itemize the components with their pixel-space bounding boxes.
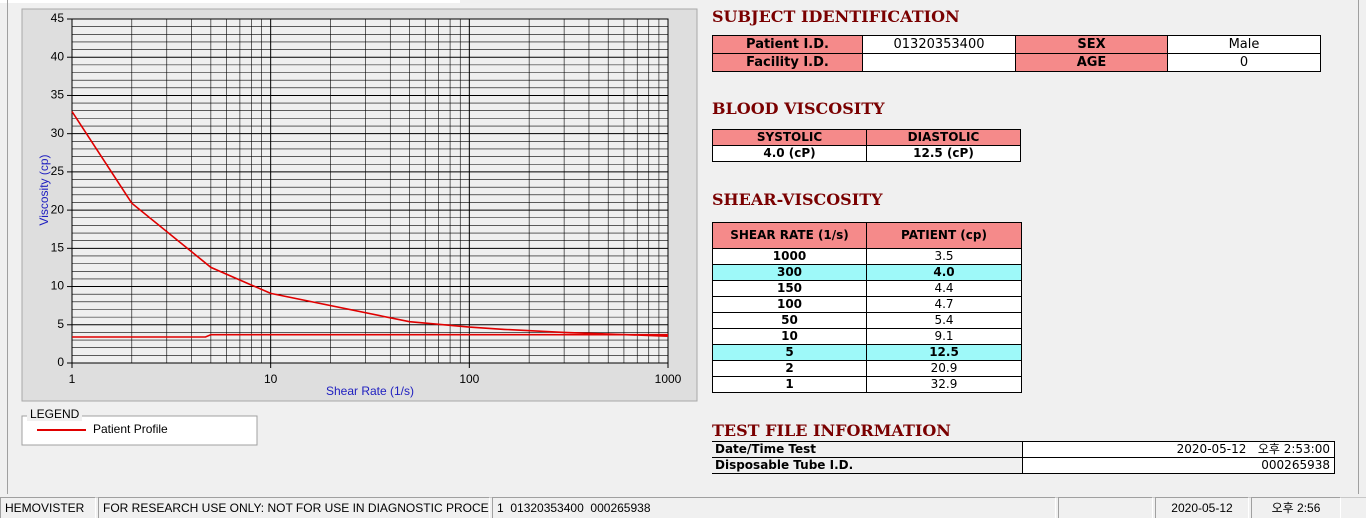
info-label: Date/Time Test [712, 441, 1023, 458]
patient-value: 4.7 [866, 296, 1022, 313]
y-tick-label: 20 [51, 202, 65, 216]
table-header: SYSTOLIC [712, 129, 867, 146]
patient-value: 12.5 [866, 344, 1022, 361]
patient-value: 9.1 [866, 328, 1022, 345]
top-strip [0, 0, 460, 3]
right-border [1358, 0, 1359, 494]
y-axis-label: Viscosity (cp) [37, 154, 51, 225]
patient-value: 32.9 [866, 376, 1022, 393]
shear-rate: 100 [712, 296, 867, 313]
legend-label: Patient Profile [93, 422, 168, 436]
shear-rate: 50 [712, 312, 867, 329]
y-tick-label: 35 [51, 88, 65, 102]
y-tick-label: 45 [51, 11, 65, 25]
patient-value: 5.4 [866, 312, 1022, 329]
y-tick-label: 5 [57, 317, 64, 331]
viscosity-value: 4.0 (cP) [712, 145, 867, 162]
info-label: Disposable Tube I.D. [712, 457, 1023, 474]
section-title: SUBJECT IDENTIFICATION [712, 7, 960, 26]
info-value: 000265938 [1022, 457, 1335, 474]
shear-rate: 10 [712, 328, 867, 345]
subject-value: Male [1167, 35, 1321, 54]
patient-value: 4.0 [866, 264, 1022, 281]
y-tick-label: 0 [57, 355, 64, 369]
table-header: DIASTOLIC [866, 129, 1021, 146]
subject-label: SEX [1015, 35, 1168, 54]
y-tick-label: 30 [51, 126, 65, 140]
y-tick-label: 40 [51, 49, 65, 63]
shear-rate: 5 [712, 344, 867, 361]
subject-label: AGE [1015, 53, 1168, 72]
y-tick-label: 15 [51, 241, 65, 255]
table-header: SHEAR RATE (1/s) [712, 222, 867, 249]
series-line [72, 333, 668, 338]
shear-rate: 2 [712, 360, 867, 377]
table-header: PATIENT (cp) [866, 222, 1022, 249]
plot-border [71, 18, 669, 364]
subject-label: Patient I.D. [712, 35, 863, 54]
status-field: FOR RESEARCH USE ONLY: NOT FOR USE IN DI… [98, 497, 490, 518]
subject-value [862, 53, 1016, 72]
x-tick-label: 100 [459, 372, 479, 386]
section-title: SHEAR-VISCOSITY [712, 190, 883, 209]
subject-value: 0 [1167, 53, 1321, 72]
status-field: HEMOVISTER [0, 497, 96, 518]
status-field: 1 01320353400 000265938 [492, 497, 1056, 518]
chart: 0 5 10 15 20 25 30 35 40 45 1 10 100 1000 Shear Rate (… [21, 8, 698, 446]
y-tick-label: 10 [51, 279, 65, 293]
x-tick-label: 10 [264, 372, 278, 386]
legend-title-bg [27, 409, 82, 421]
status-field: 2020-05-12 [1155, 497, 1249, 518]
patient-value: 4.4 [866, 280, 1022, 297]
plot-area [72, 19, 668, 363]
subject-value: 01320353400 [862, 35, 1016, 54]
x-tick-label: 1000 [655, 372, 682, 386]
patient-value: 3.5 [866, 248, 1022, 265]
status-field: 오후 2:56 [1251, 497, 1341, 518]
left-border [7, 0, 8, 494]
legend-title: LEGEND [30, 407, 80, 421]
x-axis-label: Shear Rate (1/s) [326, 384, 414, 398]
info-value: 2020-05-12 오후 2:53:00 [1022, 441, 1335, 458]
viscosity-value: 12.5 (cP) [866, 145, 1021, 162]
section-title: BLOOD VISCOSITY [712, 99, 885, 118]
shear-rate: 1000 [712, 248, 867, 265]
shear-rate: 1 [712, 376, 867, 393]
section-title: TEST FILE INFORMATION [712, 421, 951, 440]
series-line [71, 111, 669, 337]
patient-value: 20.9 [866, 360, 1022, 377]
shear-rate: 150 [712, 280, 867, 297]
y-tick-label: 25 [51, 164, 65, 178]
shear-rate: 300 [712, 264, 867, 281]
subject-label: Facility I.D. [712, 53, 863, 72]
status-field [1058, 497, 1153, 518]
x-tick-label: 1 [69, 372, 76, 386]
